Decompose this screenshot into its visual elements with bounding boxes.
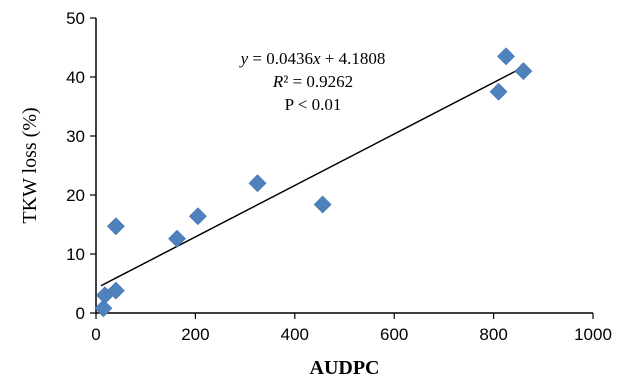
- data-point: [168, 229, 186, 248]
- y-axis-title: TKW loss (%): [19, 107, 41, 223]
- r-squared-label: R² = 0.9262: [272, 72, 353, 91]
- data-point: [489, 82, 508, 101]
- x-tick-label: 400: [281, 325, 309, 344]
- data-point: [248, 174, 267, 193]
- x-tick-label: 1000: [574, 325, 612, 344]
- x-tick-label: 200: [181, 325, 209, 344]
- trendline: [100, 66, 524, 287]
- x-tick-label: 800: [479, 325, 507, 344]
- y-tick-label: 30: [66, 127, 85, 146]
- tick-marks: [90, 17, 594, 319]
- equation-rest: + 4.1808: [321, 49, 386, 68]
- regression-equation: y = 0.0436x + 4.1808: [239, 49, 386, 68]
- data-point: [313, 195, 332, 214]
- tick-labels: 0 10 20 30 40 50 0 200 400 600 800 1000: [66, 9, 612, 344]
- trendline-group: [100, 66, 524, 287]
- data-point: [188, 207, 207, 226]
- y-tick-label: 10: [66, 245, 85, 264]
- data-point: [514, 62, 533, 81]
- r2-value: ² = 0.9262: [283, 72, 353, 91]
- r2-symbol: R: [272, 72, 284, 91]
- y-tick-label: 50: [66, 9, 85, 28]
- data-point: [106, 281, 125, 300]
- y-tick-label: 20: [66, 186, 85, 205]
- data-point: [94, 299, 113, 318]
- y-tick-label: 40: [66, 68, 85, 87]
- equation-eq: = 0.0436: [248, 49, 313, 68]
- x-tick-label: 0: [91, 325, 100, 344]
- equation-x-var: x: [312, 49, 321, 68]
- y-tick-label: 0: [76, 304, 85, 323]
- regression-annotation: y = 0.0436x + 4.1808 R² = 0.9262 P < 0.0…: [239, 49, 386, 114]
- axes: [95, 18, 593, 314]
- data-point: [106, 217, 125, 236]
- x-axis-title: AUDPC: [310, 357, 380, 379]
- data-point: [497, 47, 515, 66]
- data-points: [94, 47, 533, 318]
- p-value-label: P < 0.01: [285, 95, 342, 114]
- x-tick-label: 600: [380, 325, 408, 344]
- equation-y-var: y: [239, 49, 249, 68]
